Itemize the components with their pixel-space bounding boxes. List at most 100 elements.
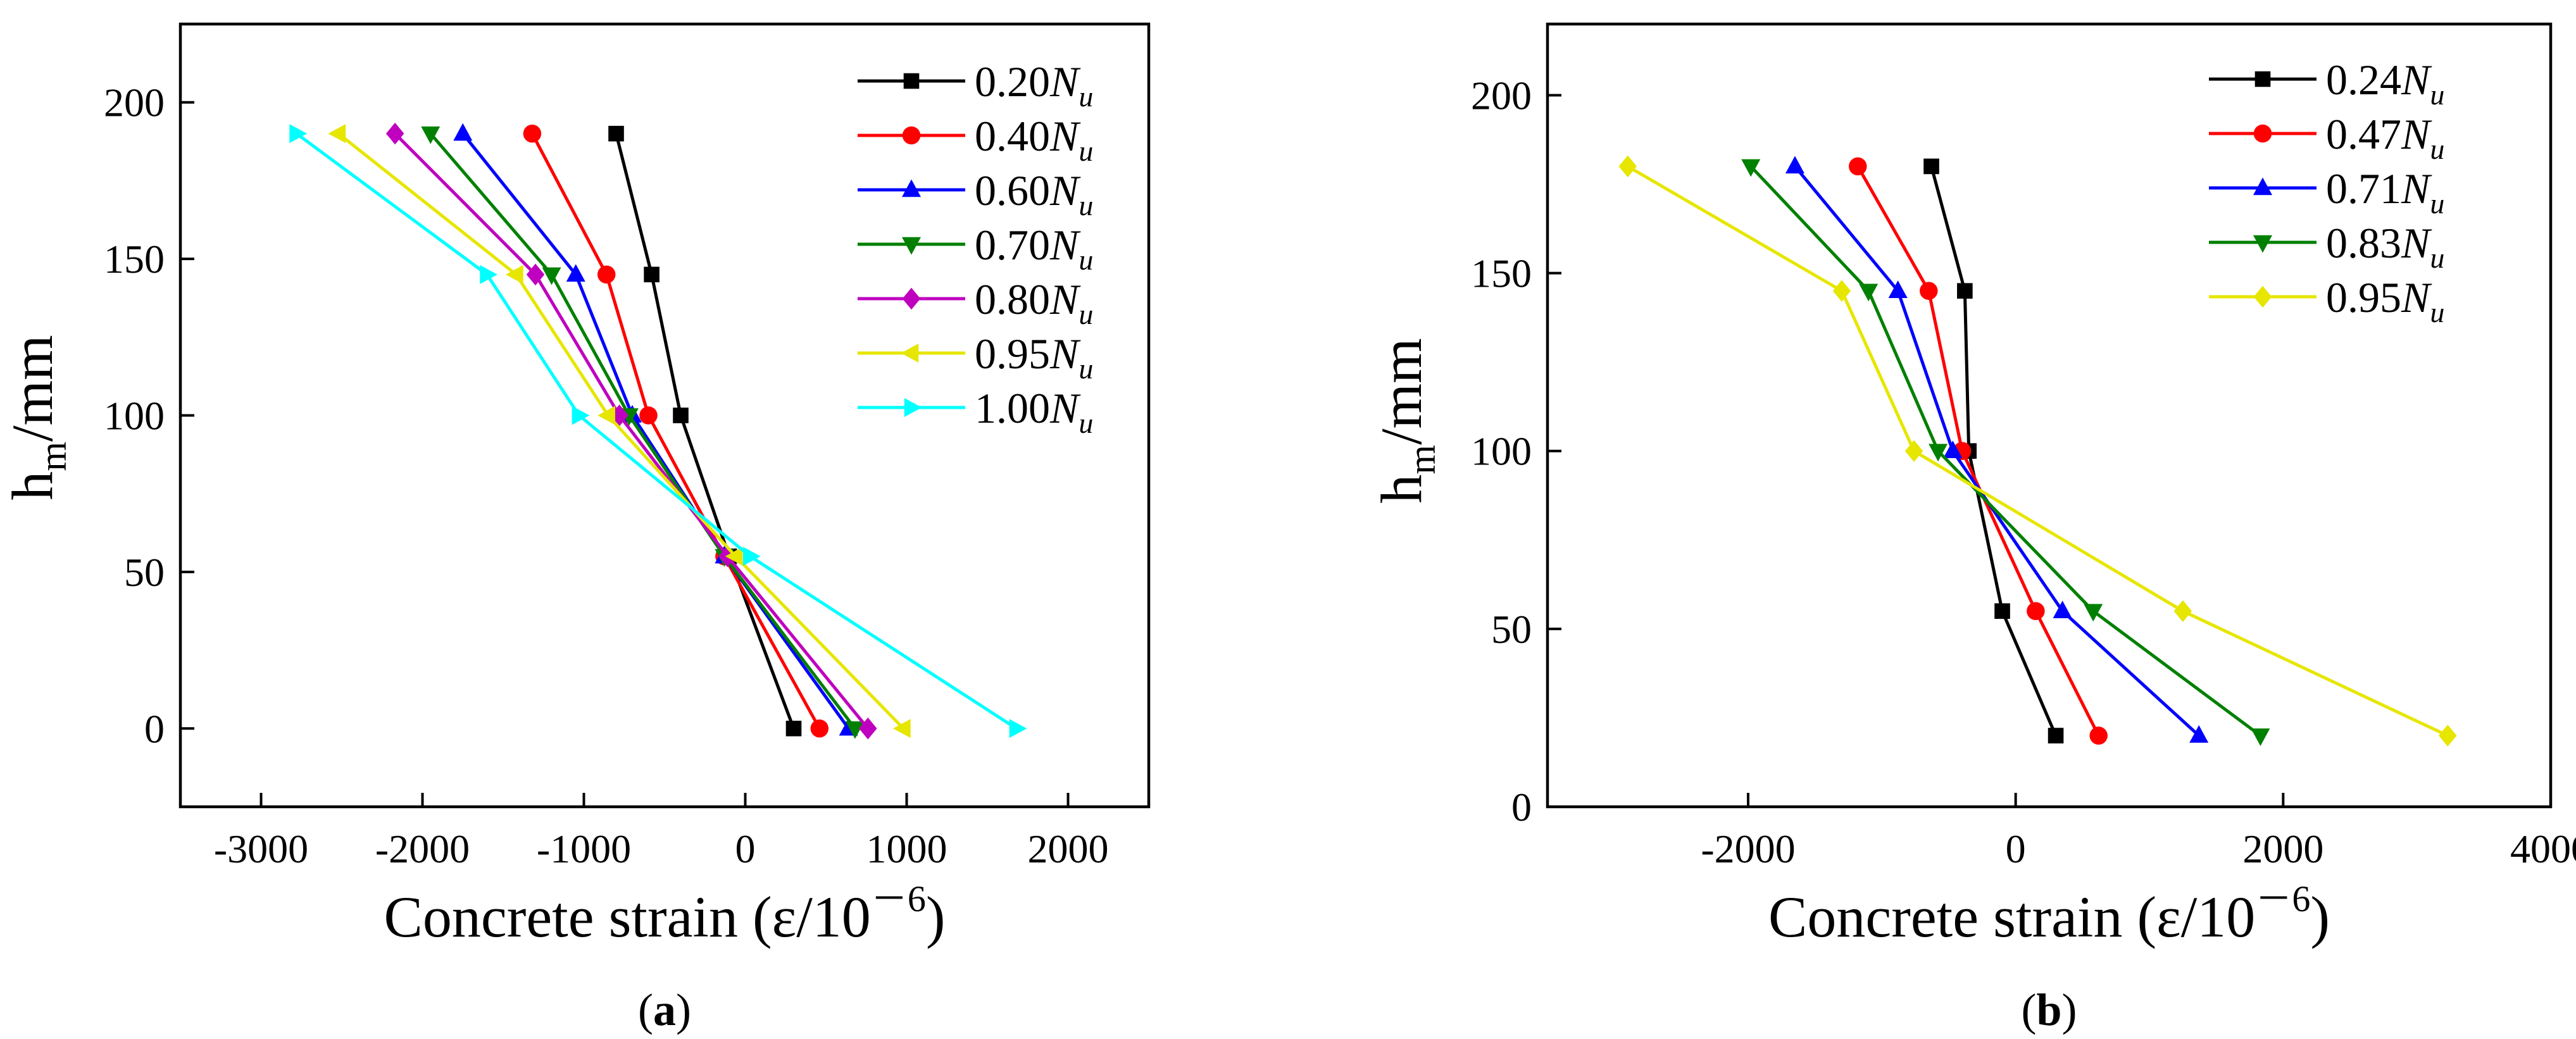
legend-label: 0.40Nu — [975, 112, 1093, 167]
y-axis-label-main: h — [0, 471, 65, 501]
x-tick-value: 1000 — [866, 826, 947, 871]
x-axis-label: Concrete strain (ε/10－6) — [384, 878, 946, 949]
legend-value: 0.47 — [2326, 110, 2401, 158]
legend-subscript: u — [1079, 244, 1093, 276]
legend-item: 0.70Nu — [858, 221, 1093, 276]
legend-label: 0.20Nu — [975, 58, 1093, 113]
legend-subscript: u — [1079, 189, 1093, 221]
data-point — [2189, 725, 2209, 743]
data-point — [810, 719, 829, 738]
plot-frame — [1546, 22, 2553, 809]
y-tick-value: 0 — [144, 706, 165, 751]
data-point — [1994, 603, 2010, 619]
legend-marker — [2253, 235, 2272, 253]
legend-marker — [903, 73, 920, 89]
data-point — [639, 406, 658, 425]
series-1.00 — [289, 124, 1027, 738]
x-tick-label: 1000 — [866, 826, 947, 871]
legend-item: 0.47Nu — [2209, 110, 2444, 165]
data-point — [608, 125, 624, 142]
data-point — [542, 267, 561, 285]
legend-label: 0.95Nu — [2326, 273, 2444, 328]
legend-marker — [2253, 285, 2272, 308]
legend-label: 0.60Nu — [975, 166, 1093, 221]
y-axis-label: hm/mm — [1369, 338, 1443, 503]
data-point — [1618, 155, 1637, 178]
y-axis-label-main: h — [1369, 475, 1434, 504]
panel-label: (a) — [638, 985, 691, 1035]
legend-label: 0.47Nu — [2326, 110, 2444, 165]
legend-marker — [2254, 71, 2271, 87]
legend-symbol: N — [1049, 330, 1081, 378]
legend-marker — [902, 179, 921, 197]
legend-label: 0.24Nu — [2326, 56, 2444, 111]
legend-item: 0.60Nu — [858, 166, 1093, 221]
data-point — [1849, 157, 1867, 176]
y-tick-value: 50 — [124, 550, 165, 595]
x-tick-label: -1000 — [537, 826, 631, 871]
legend-value: 0.95 — [2326, 273, 2401, 321]
x-tick-value: 0 — [2006, 826, 2026, 871]
series-line — [1749, 165, 2261, 737]
y-axis-label: hm/mm — [0, 335, 74, 500]
data-point — [785, 721, 802, 737]
data-point — [1943, 440, 1963, 458]
data-point — [453, 123, 473, 141]
legend-marker — [2253, 177, 2272, 196]
legend-label: 0.70Nu — [975, 221, 1093, 276]
legend-subscript: u — [2430, 133, 2444, 165]
data-point — [1904, 440, 1923, 462]
data-point — [1923, 158, 1939, 175]
series-line — [394, 132, 870, 730]
data-point — [1741, 159, 1761, 177]
data-point — [2048, 728, 2064, 743]
data-point — [644, 266, 660, 283]
data-point — [480, 264, 497, 284]
x-axis-label-superscript: －6 — [2255, 878, 2310, 919]
data-point — [2439, 725, 2457, 747]
data-point — [1888, 280, 1908, 298]
x-tick-label: -2000 — [375, 826, 470, 871]
legend-item: 0.83Nu — [2209, 219, 2444, 274]
y-axis-label-tail: /mm — [1369, 338, 1434, 445]
data-point — [526, 263, 545, 286]
series-0.24 — [1923, 158, 2064, 743]
legend-marker — [2253, 124, 2272, 143]
data-point — [2084, 604, 2103, 622]
legend-value: 0.24 — [2326, 56, 2401, 104]
x-tick-value: 2000 — [2242, 826, 2323, 871]
legend-subscript: u — [1079, 352, 1093, 385]
x-axis-label: Concrete strain (ε/10－6) — [1768, 878, 2330, 949]
legend-subscript: u — [2430, 78, 2444, 111]
panel-label: (b) — [2021, 985, 2077, 1035]
y-tick-label: 100 — [104, 394, 165, 439]
legend-value: 1.00 — [975, 384, 1050, 432]
legend-item: 0.40Nu — [858, 112, 1093, 167]
y-tick-label: 100 — [1471, 429, 1532, 474]
legend-item: 0.24Nu — [2209, 56, 2444, 111]
x-tick-value: 2000 — [1028, 826, 1109, 871]
y-tick-label: 50 — [1491, 607, 1532, 652]
y-axis-label-subscript: m — [1401, 445, 1443, 475]
y-tick-value: 100 — [104, 394, 165, 439]
data-point — [328, 124, 346, 144]
y-axis-label-tail: /mm — [0, 335, 65, 442]
legend-symbol: N — [1049, 221, 1081, 269]
data-point — [1929, 444, 1948, 462]
data-point — [725, 547, 743, 566]
y-tick-value: 150 — [104, 237, 165, 282]
panel-label-letter: b — [2036, 985, 2061, 1035]
legend-symbol: N — [1049, 275, 1081, 323]
legend-label: 0.71Nu — [2326, 165, 2444, 220]
data-point — [523, 124, 542, 143]
panel-label-letter: a — [653, 985, 676, 1035]
y-tick-value: 150 — [1471, 251, 1532, 296]
legend-symbol: N — [1049, 58, 1081, 106]
legend-symbol: N — [2401, 110, 2432, 158]
legend-value: 0.83 — [2326, 219, 2401, 267]
y-tick-label: 200 — [104, 80, 165, 125]
data-point — [2053, 600, 2072, 618]
x-tick-label: 0 — [2006, 826, 2026, 871]
legend-label: 1.00Nu — [975, 384, 1093, 439]
